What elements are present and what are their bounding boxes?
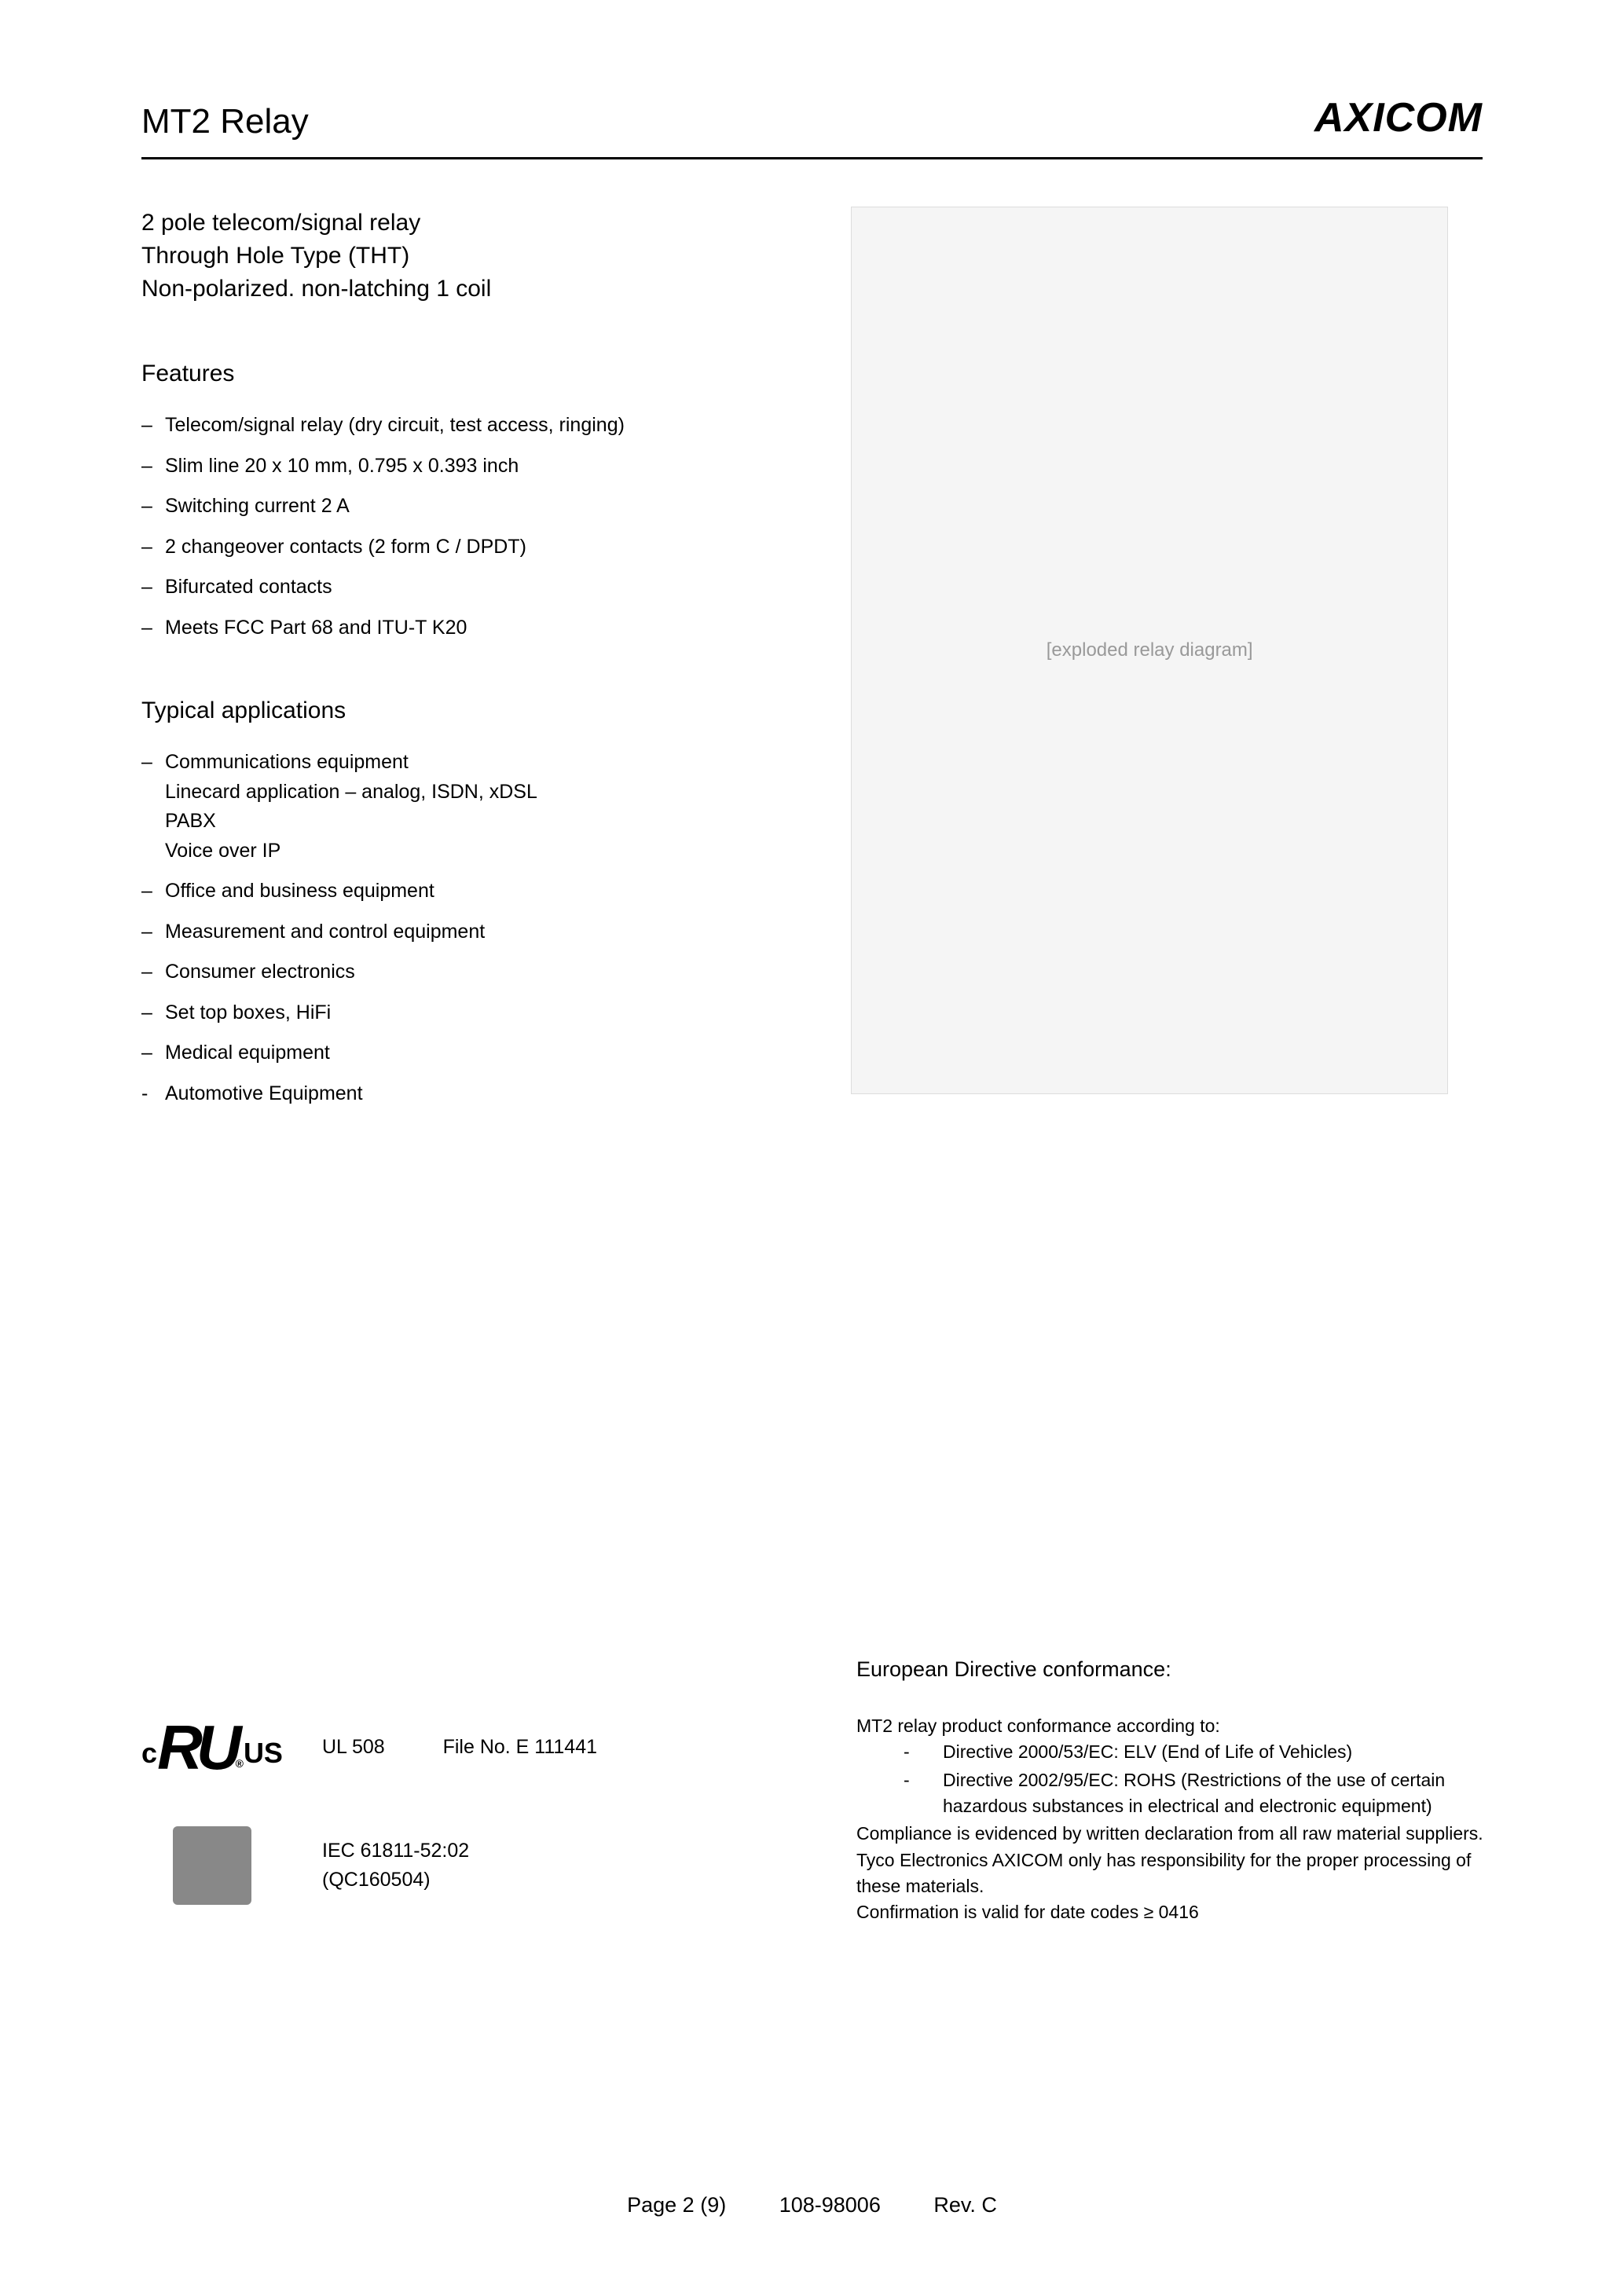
content-area: 2 pole telecom/signal relay Through Hole… [141, 207, 1483, 1163]
subtitle-line: Non-polarized. non-latching 1 coil [141, 273, 785, 306]
feature-item: Meets FCC Part 68 and ITU-T K20 [141, 613, 785, 643]
subtitle-line: Through Hole Type (THT) [141, 240, 785, 273]
ul-standard: UL 508 [322, 1736, 385, 1758]
brand-logo-text: AXICOM [1314, 94, 1483, 141]
application-item: Automotive Equipment [141, 1079, 785, 1109]
footer-page: Page 2 (9) [627, 2193, 726, 2217]
directive-item: Directive 2000/53/EC: ELV (End of Life o… [904, 1739, 1501, 1765]
application-sub: Voice over IP [165, 837, 785, 866]
application-sub: Linecard application – analog, ISDN, xDS… [165, 778, 785, 807]
application-item: Consumer electronics [141, 958, 785, 987]
feature-item: Bifurcated contacts [141, 573, 785, 602]
application-sub: PABX [165, 807, 785, 837]
page-title: MT2 Relay [141, 102, 309, 141]
application-item: Measurement and control equipment [141, 917, 785, 947]
conformance-body: MT2 relay product conformance according … [856, 1713, 1501, 1926]
directive-list: Directive 2000/53/EC: ELV (End of Life o… [856, 1739, 1501, 1819]
conformance-intro: MT2 relay product conformance according … [856, 1713, 1501, 1739]
feature-item: Switching current 2 A [141, 492, 785, 522]
right-column: [exploded relay diagram] [816, 207, 1483, 1163]
image-placeholder-text: [exploded relay diagram] [1047, 639, 1253, 661]
conformance-para: Compliance is evidenced by written decla… [856, 1821, 1501, 1847]
feature-item: Slim line 20 x 10 mm, 0.795 x 0.393 inch [141, 452, 785, 482]
application-item: Set top boxes, HiFi [141, 998, 785, 1028]
product-exploded-image: [exploded relay diagram] [851, 207, 1448, 1094]
ul-file: File No. E 111441 [443, 1736, 597, 1758]
cert-row-ul: cRU®US UL 508 File No. E 111441 [141, 1705, 770, 1791]
ul-cert-text: UL 508 File No. E 111441 [322, 1733, 597, 1763]
applications-heading: Typical applications [141, 698, 785, 724]
ul-logo: cRU®US [141, 1726, 283, 1770]
iec-standard: IEC 61811-52:02 [322, 1836, 469, 1866]
conformance-para: Confirmation is valid for date codes ≥ 0… [856, 1899, 1501, 1925]
iec-cert-text: IEC 61811-52:02 (QC160504) [322, 1836, 469, 1895]
application-main: Communications equipment [165, 751, 409, 773]
cert-row-iec: IEC 61811-52:02 (QC160504) [141, 1822, 770, 1909]
conformance-heading: European Directive conformance: [856, 1657, 1501, 1682]
page-footer: Page 2 (9) 108-98006 Rev. C [0, 2193, 1624, 2217]
directive-item: Directive 2002/95/EC: ROHS (Restrictions… [904, 1767, 1501, 1820]
applications-list: Communications equipment Linecard applic… [141, 748, 785, 1108]
application-item: Communications equipment Linecard applic… [141, 748, 785, 866]
ul-logo-icon: cRU®US [141, 1705, 283, 1791]
application-item: Office and business equipment [141, 877, 785, 906]
subtitle-block: 2 pole telecom/signal relay Through Hole… [141, 207, 785, 306]
left-column: 2 pole telecom/signal relay Through Hole… [141, 207, 785, 1163]
footer-rev: Rev. C [933, 2193, 997, 2217]
page-header: MT2 Relay AXICOM [141, 94, 1483, 159]
iec-logo-icon [141, 1822, 283, 1909]
subtitle-line: 2 pole telecom/signal relay [141, 207, 785, 240]
feature-item: 2 changeover contacts (2 form C / DPDT) [141, 533, 785, 562]
features-list: Telecom/signal relay (dry circuit, test … [141, 411, 785, 643]
features-heading: Features [141, 361, 785, 387]
certifications-block: cRU®US UL 508 File No. E 111441 IEC 6181… [141, 1705, 770, 1940]
iec-qc: (QC160504) [322, 1866, 469, 1895]
conformance-block: European Directive conformance: MT2 rela… [856, 1657, 1501, 1926]
feature-item: Telecom/signal relay (dry circuit, test … [141, 411, 785, 441]
conformance-para: Tyco Electronics AXICOM only has respons… [856, 1847, 1501, 1900]
application-item: Medical equipment [141, 1038, 785, 1068]
footer-doc: 108-98006 [779, 2193, 881, 2217]
